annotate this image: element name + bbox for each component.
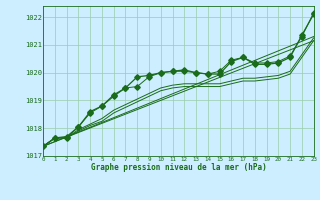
X-axis label: Graphe pression niveau de la mer (hPa): Graphe pression niveau de la mer (hPa) (91, 164, 266, 172)
